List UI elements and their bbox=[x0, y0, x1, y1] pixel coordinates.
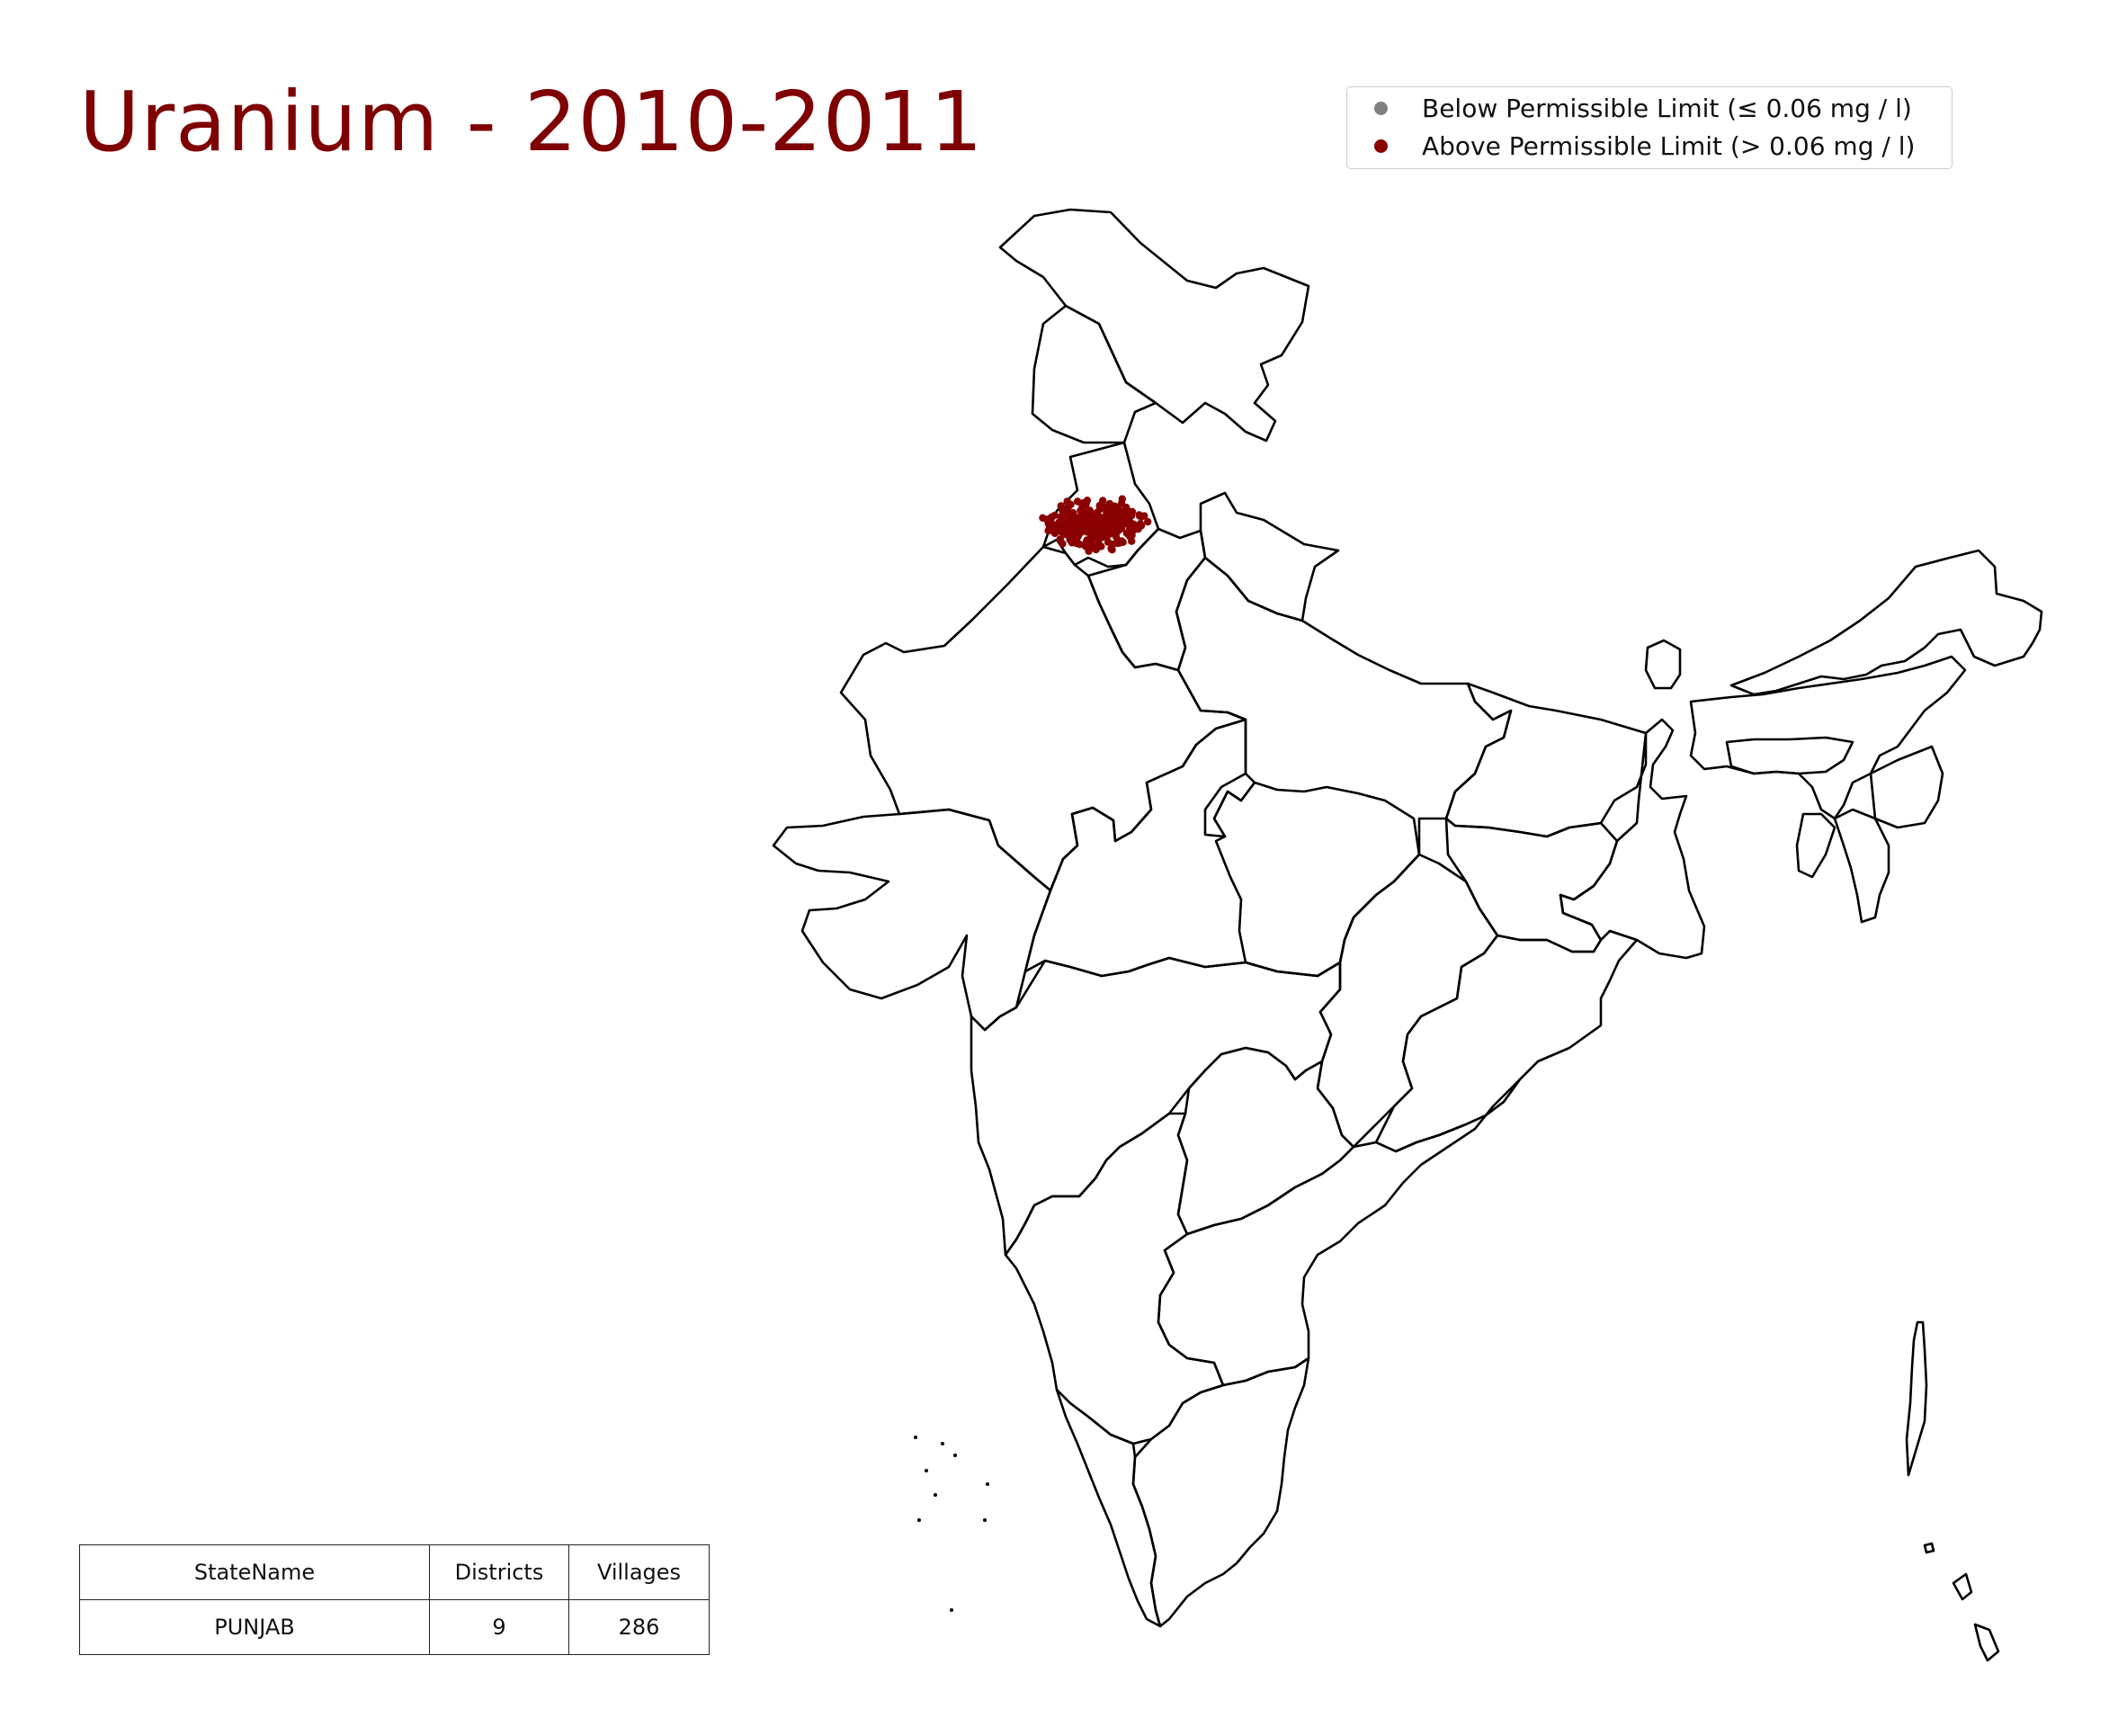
state-boundary-tripura bbox=[1795, 812, 1836, 879]
lakshadweep-islands bbox=[914, 1436, 989, 1612]
header-statename: StateName bbox=[79, 1544, 430, 1600]
state-boundary-sikkim bbox=[1644, 639, 1682, 690]
state-boundary-kerala bbox=[1055, 1388, 1162, 1628]
sample-point-above bbox=[1090, 533, 1098, 541]
sample-point-above bbox=[1085, 547, 1093, 555]
sample-point-above bbox=[1110, 526, 1118, 534]
summary-header-row: StateName Districts Villages bbox=[79, 1544, 710, 1600]
state-boundary-himachal bbox=[1031, 304, 1157, 444]
state-boundary-tamil-nadu bbox=[1131, 1356, 1310, 1628]
legend-label-above: Above Permissible Limit (> 0.06 mg / l) bbox=[1422, 130, 1916, 161]
summary-table: StateName Districts Villages PUNJAB 9 28… bbox=[79, 1544, 710, 1655]
state-boundary-jammu-kashmir bbox=[998, 208, 1310, 443]
state-boundary-manipur bbox=[1869, 745, 1944, 829]
state-boundary-odisha bbox=[1374, 929, 1639, 1153]
sample-point-above bbox=[1045, 522, 1053, 530]
state-boundary-madhya-pradesh bbox=[1023, 718, 1421, 978]
sample-point-above bbox=[1058, 512, 1067, 521]
state-boundary-bihar bbox=[1444, 682, 1648, 838]
sample-point-above bbox=[1087, 541, 1096, 550]
islands-nicobar-3 bbox=[1973, 1623, 2000, 1662]
sample-point-above bbox=[1103, 509, 1111, 517]
cell-districts: 9 bbox=[429, 1599, 569, 1655]
cell-villages: 286 bbox=[568, 1599, 710, 1655]
sample-point-above bbox=[1093, 509, 1101, 517]
sample-point-above bbox=[1144, 517, 1152, 526]
islands-andaman bbox=[1905, 1320, 1928, 1477]
sample-points bbox=[1039, 495, 1152, 555]
islands-nicobar-2 bbox=[1952, 1572, 1973, 1601]
sample-point-above bbox=[1068, 539, 1077, 547]
state-boundary-gujarat bbox=[772, 808, 1052, 1032]
islands-nicobar-1 bbox=[1923, 1542, 1935, 1554]
sample-point-above bbox=[1102, 532, 1111, 541]
state-boundary-chhattisgarh bbox=[1316, 853, 1499, 1149]
map-title: Uranium - 2010-2011 bbox=[79, 74, 984, 170]
state-boundary-mizoram bbox=[1833, 808, 1890, 924]
sample-point-above bbox=[1077, 506, 1085, 515]
legend: Below Permissible Limit (≤ 0.06 mg / l) … bbox=[1346, 86, 1953, 169]
legend-marker-above bbox=[1374, 139, 1388, 153]
header-villages: Villages bbox=[568, 1544, 710, 1600]
state-boundary-west-bengal bbox=[1559, 718, 1706, 960]
state-boundary-uttar-pradesh bbox=[1175, 556, 1513, 978]
sample-point-above bbox=[1095, 517, 1103, 526]
sample-point-above bbox=[1099, 502, 1107, 510]
sample-point-above bbox=[1047, 515, 1055, 524]
sample-point-above bbox=[1059, 528, 1067, 536]
sample-point-above bbox=[1097, 542, 1105, 550]
sample-point-above bbox=[1123, 506, 1131, 515]
header-districts: Districts bbox=[429, 1544, 569, 1600]
sample-point-above bbox=[1083, 497, 1092, 505]
sample-point-above bbox=[1083, 528, 1091, 536]
state-boundary-maharashtra bbox=[970, 956, 1342, 1257]
state-boundary-karnataka bbox=[1004, 1112, 1225, 1445]
sample-point-above bbox=[1065, 513, 1073, 522]
sample-point-above bbox=[1074, 497, 1082, 506]
sample-point-above bbox=[1086, 519, 1095, 528]
legend-item-above: Above Permissible Limit (> 0.06 mg / l) bbox=[1374, 128, 1915, 164]
sample-point-above bbox=[1140, 512, 1148, 520]
sample-point-above bbox=[1113, 516, 1122, 525]
sample-point-above bbox=[1086, 513, 1095, 522]
legend-label-below: Below Permissible Limit (≤ 0.06 mg / l) bbox=[1422, 93, 1912, 123]
sample-point-above bbox=[1112, 506, 1121, 515]
sample-point-above bbox=[1039, 514, 1047, 522]
state-boundary-meghalaya bbox=[1725, 736, 1854, 775]
sample-point-above bbox=[1093, 523, 1101, 532]
sample-point-above bbox=[1067, 500, 1075, 509]
state-boundary-jharkhand bbox=[1444, 817, 1619, 953]
sample-point-above bbox=[1136, 520, 1145, 528]
sample-point-above bbox=[1055, 519, 1063, 527]
legend-marker-below bbox=[1374, 101, 1388, 115]
sample-point-above bbox=[1117, 537, 1126, 545]
sample-point-above bbox=[1128, 537, 1136, 545]
state-boundary-arunachal bbox=[1729, 549, 2043, 696]
sample-point-above bbox=[1104, 502, 1113, 511]
sample-point-above bbox=[1073, 533, 1082, 541]
state-boundary-uttarakhand bbox=[1199, 491, 1340, 622]
legend-item-below: Below Permissible Limit (≤ 0.06 mg / l) bbox=[1374, 90, 1912, 126]
sample-point-above bbox=[1059, 506, 1067, 515]
sample-point-above bbox=[1121, 515, 1129, 523]
sample-point-above bbox=[1102, 519, 1110, 527]
state-boundary-andhra-pradesh bbox=[1157, 1060, 1540, 1387]
sample-point-above bbox=[1107, 544, 1115, 553]
sample-point-above bbox=[1056, 535, 1065, 543]
state-boundary-haryana bbox=[1086, 527, 1207, 672]
table-row: PUNJAB 9 286 bbox=[79, 1599, 710, 1655]
cell-statename: PUNJAB bbox=[79, 1599, 430, 1655]
state-boundary-rajasthan bbox=[839, 545, 1247, 892]
sample-point-above bbox=[1128, 532, 1136, 540]
sample-point-above bbox=[1127, 525, 1135, 534]
